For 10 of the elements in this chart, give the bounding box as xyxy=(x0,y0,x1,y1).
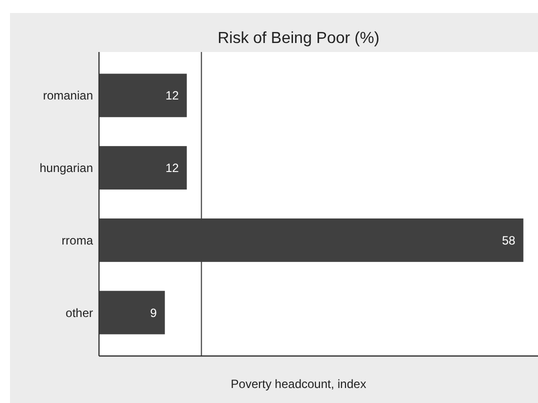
data-label: 9 xyxy=(150,306,158,320)
data-label: 58 xyxy=(502,233,516,248)
chart-title: Risk of Being Poor (%) xyxy=(218,30,380,47)
y-tick-label: other xyxy=(66,306,93,320)
data-label: 12 xyxy=(165,88,180,103)
y-tick-label: romanian xyxy=(42,88,93,103)
x-axis-title: Poverty headcount, index xyxy=(230,377,366,391)
y-tick-label: rroma xyxy=(62,233,94,248)
data-label: 12 xyxy=(165,161,180,176)
y-tick-label: hungarian xyxy=(40,161,93,176)
